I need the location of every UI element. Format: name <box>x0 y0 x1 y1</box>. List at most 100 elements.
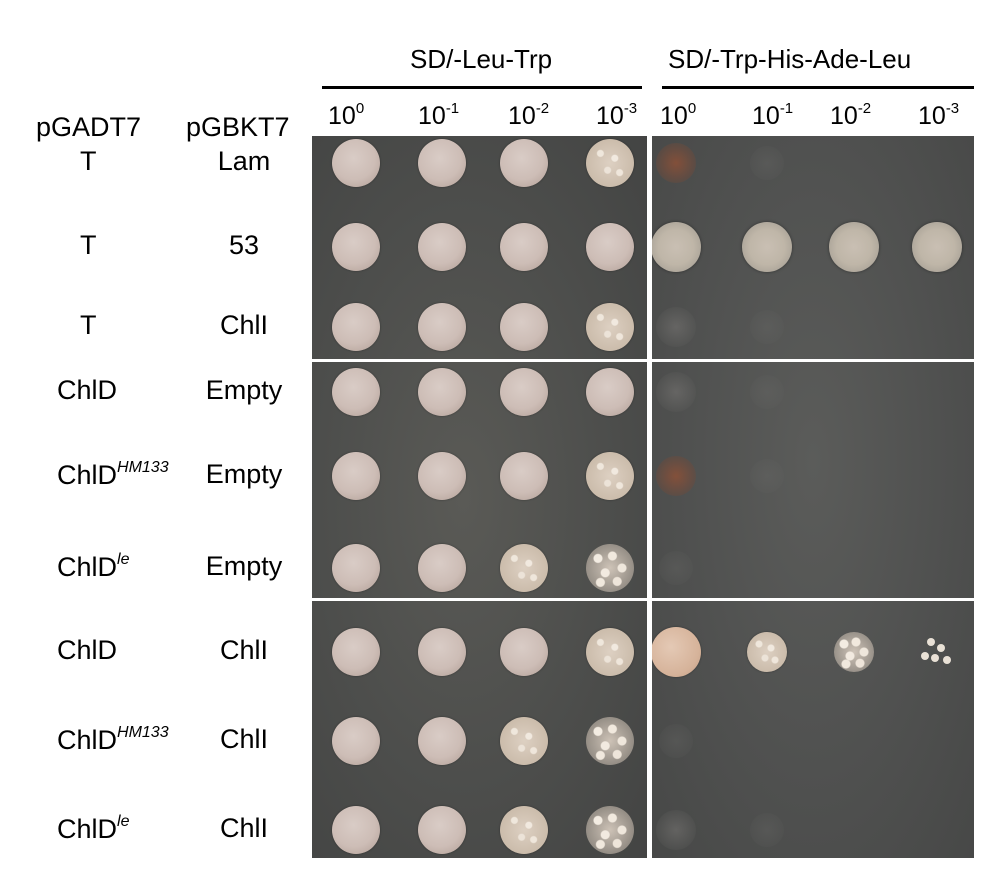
yeast-spot <box>332 452 380 500</box>
ad-construct: ChlD <box>57 460 118 490</box>
yeast-spot <box>500 368 548 416</box>
yeast-spot <box>418 628 466 676</box>
yeast-spot <box>418 223 466 271</box>
yeast-colony <box>927 638 935 646</box>
yeast-spot <box>750 310 784 344</box>
dilution-base: 10 <box>596 102 624 130</box>
row-label-bd: ChlI <box>219 635 268 665</box>
dilution-exponent: -3 <box>945 100 960 117</box>
dilution-label: 100 <box>660 100 696 131</box>
yeast-spot <box>652 627 701 677</box>
row-label-bd: Lam <box>217 146 271 176</box>
ad-construct: ChlD <box>57 375 118 405</box>
yeast-spot <box>586 806 634 854</box>
plate-separator-2 <box>312 598 974 601</box>
yeast-spot <box>418 303 466 351</box>
yeast-spot <box>659 551 693 585</box>
yeast-spot <box>656 143 696 183</box>
yeast-spot <box>750 375 784 409</box>
yeast-spot <box>586 628 634 676</box>
dilution-base: 10 <box>660 102 688 130</box>
medium-right-label: SD/-Trp-His-Ade-Leu <box>668 44 912 74</box>
yeast-colony <box>943 656 951 664</box>
row-label-ad: T <box>80 146 97 177</box>
yeast-spot <box>418 806 466 854</box>
yeast-spot <box>586 717 634 765</box>
dilution-label: 100 <box>328 100 364 131</box>
yeast-spot <box>750 459 784 493</box>
row-label-bd: ChlI <box>219 813 268 843</box>
dilution-base: 10 <box>328 102 356 130</box>
ad-construct: ChlD <box>57 635 118 665</box>
yeast-spot <box>834 632 874 672</box>
row-label-bd: ChlI <box>219 724 268 754</box>
row-label-ad: ChlDle <box>57 813 129 845</box>
yeast-spot <box>586 303 634 351</box>
ad-construct: ChlD <box>57 725 118 755</box>
ad-construct: ChlD <box>57 552 118 582</box>
row-label-ad: ChlDHM133 <box>57 459 169 491</box>
ad-construct: T <box>80 310 97 340</box>
row-label-bd: Empty <box>205 551 283 581</box>
yeast-spot <box>332 223 380 271</box>
dilution-base: 10 <box>830 102 858 130</box>
plate-separator-1 <box>312 359 974 362</box>
ad-allele: le <box>117 551 130 568</box>
yeast-spot <box>586 544 634 592</box>
yeast-spot <box>659 724 693 758</box>
plate-sd-leu-trp <box>312 136 648 858</box>
yeast-spot <box>418 717 466 765</box>
ad-allele: HM133 <box>117 724 169 741</box>
yeast-colony <box>931 654 939 662</box>
yeast-spot <box>586 368 634 416</box>
yeast-spot <box>750 146 784 180</box>
yeast-spot <box>418 139 466 187</box>
row-label-bd: Empty <box>205 459 283 489</box>
dilution-label: 10-3 <box>596 100 637 131</box>
dilution-exponent: -2 <box>535 100 550 117</box>
yeast-spot <box>586 223 634 271</box>
medium-right-rule <box>662 86 974 89</box>
dilution-base: 10 <box>418 102 446 130</box>
yeast-spot <box>500 303 548 351</box>
ad-allele: HM133 <box>117 459 169 476</box>
yeast-spot <box>586 452 634 500</box>
dilution-exponent: -1 <box>779 100 794 117</box>
row-label-ad: T <box>80 230 97 261</box>
yeast-spot <box>747 632 787 672</box>
yeast-spot <box>332 628 380 676</box>
yeast-spot <box>332 717 380 765</box>
dilution-label: 10-2 <box>508 100 549 131</box>
dilution-base: 10 <box>918 102 946 130</box>
ad-construct: ChlD <box>57 814 118 844</box>
dilution-label: 10-1 <box>752 100 793 131</box>
plate-separator-vertical <box>647 136 652 858</box>
yeast-spot <box>500 452 548 500</box>
dilution-base: 10 <box>752 102 780 130</box>
yeast-spot <box>332 544 380 592</box>
row-label-ad: ChlDHM133 <box>57 724 169 756</box>
yeast-spot <box>656 372 696 412</box>
yeast-spot <box>656 307 696 347</box>
row-label-bd: 53 <box>228 230 260 260</box>
row-label-ad: ChlDle <box>57 551 129 583</box>
yeast-colony <box>921 652 929 660</box>
yeast-spot <box>332 303 380 351</box>
yeast-spot <box>500 139 548 187</box>
dilution-exponent: -2 <box>857 100 872 117</box>
pgbkt7-header: pGBKT7 <box>186 112 290 142</box>
row-label-ad: ChlD <box>57 375 117 406</box>
yeast-spot <box>500 806 548 854</box>
medium-left-label: SD/-Leu-Trp <box>410 44 553 74</box>
yeast-spot <box>418 452 466 500</box>
dilution-label: 10-3 <box>918 100 959 131</box>
yeast-spot <box>912 222 962 272</box>
yeast-spot <box>332 139 380 187</box>
dilution-base: 10 <box>508 102 536 130</box>
yeast-spot <box>656 810 696 850</box>
dilution-exponent: 0 <box>355 100 365 117</box>
yeast-spot <box>418 368 466 416</box>
yeast-colony <box>937 644 945 652</box>
yeast-spot <box>500 717 548 765</box>
yeast-spot <box>332 368 380 416</box>
